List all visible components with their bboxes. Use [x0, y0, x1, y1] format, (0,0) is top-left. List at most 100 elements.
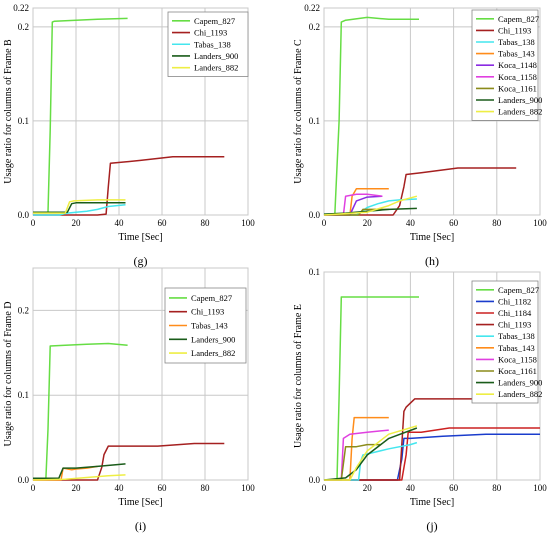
x-tick-label: 100 [533, 483, 547, 493]
legend-entry: Koca_1161 [498, 83, 537, 93]
y-tick-label: 0.2 [18, 22, 29, 32]
legend-entry: Tabas_143 [191, 321, 228, 331]
x-tick-label: 80 [201, 483, 211, 493]
chart-panel-g: 0 20 40 60 80 100 0.0 0.1 0.2 0.22 Time [Sec] Usage… [3, 3, 255, 268]
chart-panel-j: 0 20 40 60 80 100 0.0 0.1 Time [Sec] Usage ratio … [293, 267, 547, 533]
y-tick-label: 0.2 [309, 22, 320, 32]
x-tick-label: 0 [322, 218, 327, 228]
legend-entry: Koca_1148 [498, 60, 537, 70]
y-tick-label: 0.0 [309, 475, 321, 485]
series-line-landers-900 [33, 463, 126, 480]
chart-panel-h: 0 20 40 60 80 100 0.0 0.1 0.2 0.22 Time [Sec] Usage… [293, 3, 547, 268]
legend-entry: Chi_1193 [191, 307, 224, 317]
series-line-chi-1193 [324, 167, 517, 216]
legend-entry: Koca_1161 [498, 366, 537, 376]
legend-entry: Landers_900 [498, 378, 542, 388]
legend-entry: Chi_1193 [194, 28, 227, 38]
y-tick-label: 0.2 [18, 305, 29, 315]
x-axis-title: Time [Sec] [118, 232, 162, 243]
chart-panel-i: 0 20 40 60 80 100 0.0 0.1 0.2 Time [Sec] Usage rat… [3, 267, 255, 533]
x-tick-label: 80 [492, 483, 502, 493]
y-tick-label: 0.0 [18, 210, 30, 220]
legend: Capem_827Chi_1182Chi_1184Chi_1193Tabas_1… [471, 280, 542, 404]
x-tick-label: 0 [322, 483, 327, 493]
y-axis-title: Usage ratio for columns of Frame D [3, 302, 14, 447]
y-axis-title: Usage ratio for columns of Frame E [293, 304, 304, 448]
x-tick-label: 20 [363, 483, 373, 493]
panel-label: (i) [135, 519, 146, 533]
x-tick-label: 0 [31, 218, 36, 228]
x-tick-label: 40 [115, 218, 125, 228]
series-line-landers-882 [32, 474, 126, 481]
legend-entry: Landers_882 [498, 107, 542, 117]
legend: Capem_827Chi_1193Tabas_138Tabas_143Koca_… [471, 9, 542, 121]
legend-entry: Capem_827 [498, 285, 539, 295]
legend-entry: Koca_1158 [498, 72, 537, 82]
y-tick-label: 0.22 [13, 3, 29, 13]
x-tick-label: 40 [115, 483, 125, 493]
legend-entry: Chi_1182 [498, 296, 531, 306]
series-line-capem-827 [33, 17, 128, 213]
series-line-landers-900 [33, 202, 126, 213]
legend-entry: Landers_900 [191, 334, 235, 344]
y-tick-label: 0.22 [304, 3, 320, 13]
legend-entry: Landers_882 [194, 63, 238, 73]
legend-entry: Landers_882 [498, 389, 542, 399]
legend-entry: Chi_1193 [498, 25, 531, 35]
legend-entry: Chi_1184 [498, 308, 532, 318]
x-tick-label: 60 [449, 218, 459, 228]
x-tick-label: 100 [533, 218, 547, 228]
series-line-capem-827 [324, 296, 419, 481]
x-axis-title: Time [Sec] [118, 497, 162, 508]
legend-entry: Tabas_138 [194, 39, 231, 49]
y-tick-label: 0.1 [18, 390, 29, 400]
legend-entry: Landers_900 [194, 51, 238, 61]
legend-entry: Capem_827 [194, 16, 235, 26]
series-line-landers-882 [33, 199, 126, 214]
y-axis-title: Usage ratio for columns of Frame C [293, 39, 304, 184]
y-tick-label: 0.1 [309, 267, 320, 277]
x-tick-label: 20 [72, 218, 82, 228]
legend-entry: Landers_900 [498, 95, 542, 105]
x-tick-label: 60 [158, 483, 168, 493]
x-tick-label: 80 [492, 218, 502, 228]
x-tick-label: 60 [158, 218, 168, 228]
x-axis-title: Time [Sec] [410, 497, 454, 508]
series-line-landers-882 [323, 195, 418, 216]
y-tick-label: 0.0 [309, 210, 321, 220]
y-tick-label: 0.0 [18, 475, 30, 485]
x-tick-label: 40 [406, 218, 416, 228]
legend-entry: Chi_1193 [498, 320, 531, 330]
series-line-landers-882 [324, 425, 418, 481]
legend-entry: Tabas_143 [498, 343, 535, 353]
legend-entry: Capem_827 [191, 293, 232, 303]
legend-entry: Koca_1158 [498, 354, 537, 364]
series-line-capem-827 [33, 342, 128, 480]
legend-entry: Tabas_138 [498, 331, 535, 341]
x-tick-label: 0 [31, 483, 36, 493]
y-axis-title: Usage ratio for columns of Frame B [3, 39, 14, 184]
series-line-chi-1193 [33, 442, 225, 481]
x-tick-label: 20 [363, 218, 373, 228]
panel-label: (g) [134, 254, 148, 268]
legend-entry: Capem_827 [498, 14, 539, 24]
y-tick-label: 0.1 [18, 116, 29, 126]
series-line-chi-1184 [324, 427, 540, 481]
x-tick-label: 100 [241, 483, 255, 493]
series-line-chi-1193 [324, 398, 517, 481]
legend-entry: Landers_882 [191, 348, 235, 358]
y-tick-label: 0.1 [309, 116, 320, 126]
series-line-chi-1193 [33, 155, 225, 216]
series-line-landers-900 [323, 427, 418, 481]
x-tick-label: 100 [241, 218, 255, 228]
x-axis-title: Time [Sec] [410, 232, 454, 243]
x-tick-label: 60 [449, 483, 459, 493]
x-tick-label: 20 [72, 483, 82, 493]
series-line-tabas-138 [33, 203, 126, 216]
legend-entry: Tabas_138 [498, 37, 535, 47]
legend: Capem_827 Chi_1193 Tabas_143 Landers_900 Lan… [164, 287, 247, 364]
x-tick-label: 40 [406, 483, 416, 493]
panel-label: (h) [425, 254, 439, 268]
